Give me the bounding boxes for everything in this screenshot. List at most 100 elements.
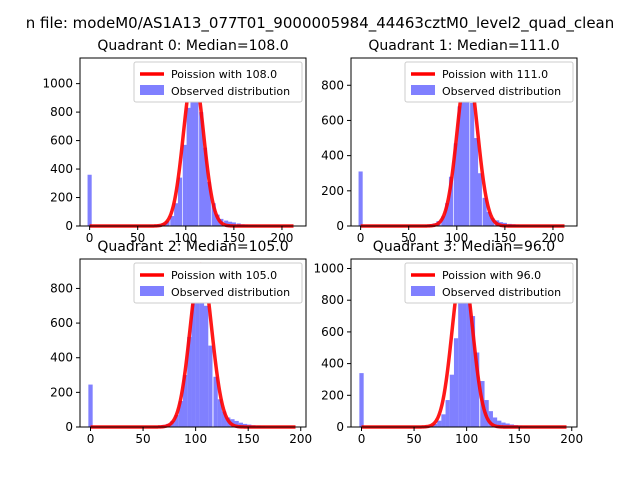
y-tick-label: 400 [50, 162, 73, 176]
x-axis: 0 50 100 150 200 [86, 226, 294, 245]
y-tick-label: 1000 [42, 77, 73, 91]
x-tick-label: 200 [542, 231, 565, 245]
x-tick-label: 150 [493, 231, 516, 245]
legend-box [133, 61, 303, 103]
histogram-bar [448, 176, 454, 226]
y-axis: 0 200 400 600 800 [50, 281, 80, 434]
x-tick-label: 50 [401, 231, 416, 245]
legend-box [404, 61, 574, 103]
y-tick-label: 600 [321, 325, 344, 339]
histogram-bar [234, 420, 239, 427]
histogram-bar [477, 173, 482, 226]
histogram-bar [187, 336, 192, 427]
histogram-bar [170, 216, 175, 226]
histogram-bar [199, 112, 204, 226]
legend: Poission with 105.0 Observed distributio… [133, 262, 303, 304]
x-axis: 0 50 100 150 200 [87, 427, 312, 446]
histogram-bars [87, 83, 261, 226]
y-tick-label: 600 [50, 134, 73, 148]
histogram-bar [453, 338, 459, 427]
histogram-bar [203, 305, 209, 427]
legend-observed-swatch [411, 85, 435, 95]
histogram-bar [488, 411, 493, 427]
y-tick-label: 200 [321, 184, 344, 198]
x-tick-label: 100 [174, 231, 197, 245]
y-tick-label: 800 [50, 105, 73, 119]
histogram-bar [174, 414, 179, 427]
x-tick-label: 50 [406, 432, 421, 446]
y-tick-label: 600 [321, 113, 344, 127]
x-tick-label: 100 [455, 432, 478, 446]
x-tick-label: 150 [237, 432, 260, 446]
histogram-bar [458, 303, 463, 427]
legend-observed-label: Observed distribution [442, 85, 561, 98]
legend-poisson-label: Poission with 111.0 [442, 68, 548, 81]
quadrant-1-panel: Quadrant 1: Median=111.0 0 50 100 150 200 0 20… [321, 38, 578, 245]
histogram-bar [482, 197, 487, 226]
histogram-bar [432, 423, 438, 427]
histogram-bar [449, 374, 455, 427]
y-tick-label: 0 [65, 420, 73, 434]
legend-poisson-label: Poission with 96.0 [442, 269, 541, 282]
legend-poisson-label: Poission with 105.0 [171, 269, 277, 282]
histogram-bar [194, 86, 199, 226]
y-tick-label: 0 [65, 219, 73, 233]
quadrant-3-panel: Quadrant 3: Median=96.0 0 50 100 150 200 0 200… [313, 239, 583, 446]
histogram-bar [186, 107, 191, 226]
y-tick-label: 200 [321, 388, 344, 402]
legend-observed-label: Observed distribution [442, 286, 561, 299]
x-tick-label: 0 [358, 432, 366, 446]
histogram-bar [465, 76, 470, 226]
x-tick-label: 100 [184, 432, 207, 446]
quadrant-2-panel: Quadrant 2: Median=105.0 0 50 100 150 200 0 20… [50, 239, 312, 446]
legend-observed-label: Observed distribution [171, 85, 290, 98]
histogram-bar [182, 144, 187, 226]
histogram-bars [358, 76, 532, 226]
histogram-bar [486, 211, 491, 226]
histogram-bar [177, 177, 183, 226]
x-tick-label: 200 [289, 432, 312, 446]
y-tick-label: 400 [321, 149, 344, 163]
x-tick-label: 0 [357, 231, 365, 245]
y-tick-label: 600 [50, 316, 73, 330]
legend-observed-label: Observed distribution [171, 286, 290, 299]
x-tick-label: 0 [87, 432, 95, 446]
legend-poisson-label: Poission with 108.0 [171, 68, 277, 81]
quadrant-0-panel: Quadrant 0: Median=108.0 0 50 100 150 200 0 20… [42, 38, 307, 245]
x-tick-label: 150 [222, 231, 245, 245]
histogram-bar [211, 203, 216, 226]
x-axis: 0 50 100 150 200 [358, 427, 583, 446]
panel-title: Quadrant 0: Median=108.0 [97, 38, 288, 54]
y-axis: 0 200 400 600 800 1000 [313, 262, 351, 434]
x-tick-label: 200 [271, 231, 294, 245]
legend-box [404, 262, 574, 304]
axes-frame [350, 258, 578, 428]
histogram-bar [441, 414, 446, 427]
panel-title: Quadrant 2: Median=105.0 [97, 239, 288, 255]
x-axis: 0 50 100 150 200 [357, 226, 565, 245]
panel-title: Quadrant 3: Median=96.0 [373, 239, 555, 255]
axes-frame [79, 57, 307, 227]
histogram-bar [453, 143, 458, 226]
x-tick-label: 50 [130, 231, 145, 245]
histogram-bar [445, 203, 450, 226]
histogram-bar [221, 411, 227, 427]
histogram-bar [213, 376, 218, 427]
histogram-bar [470, 102, 475, 226]
y-tick-label: 400 [50, 351, 73, 365]
histogram-bar [182, 375, 188, 427]
y-tick-label: 800 [321, 78, 344, 92]
histogram-bar [492, 417, 498, 427]
axes-frame [350, 57, 578, 227]
histogram-bar [441, 216, 446, 226]
x-tick-label: 150 [508, 432, 531, 446]
panel-title: Quadrant 1: Median=111.0 [368, 38, 559, 54]
y-tick-label: 400 [321, 357, 344, 371]
histogram-bar [470, 316, 476, 427]
histogram-bar [359, 373, 364, 427]
axes-frame [79, 258, 307, 428]
histogram-bar [191, 302, 196, 427]
x-tick-label: 200 [560, 432, 583, 446]
x-tick-label: 0 [86, 231, 94, 245]
